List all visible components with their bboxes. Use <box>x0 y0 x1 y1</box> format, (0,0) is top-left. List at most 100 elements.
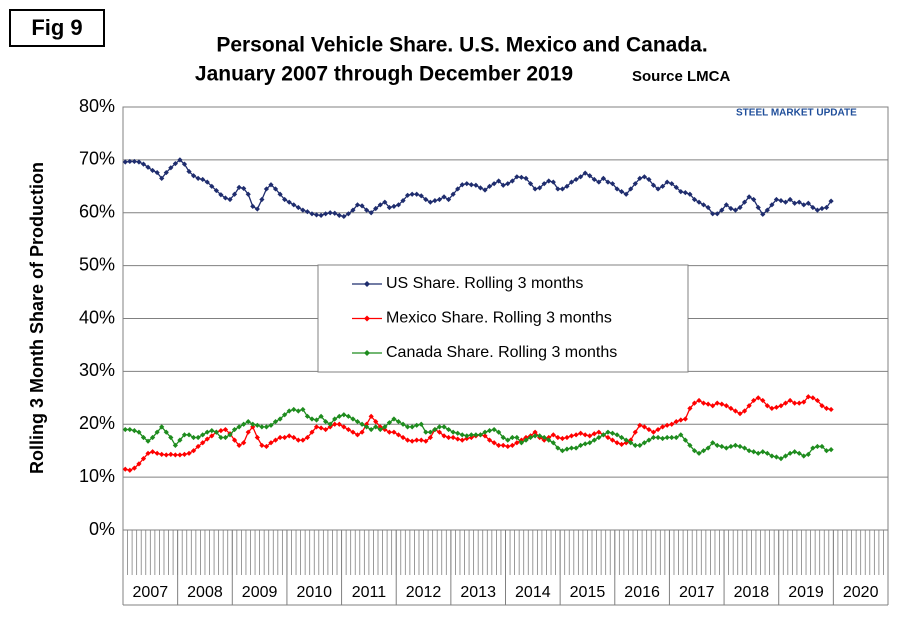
data-point <box>523 175 529 181</box>
legend-label: US Share. Rolling 3 months <box>386 275 583 292</box>
data-point <box>700 400 707 406</box>
data-point <box>181 451 188 457</box>
data-point <box>177 437 183 443</box>
data-point <box>154 169 160 176</box>
data-point <box>687 191 693 197</box>
data-point <box>587 433 593 439</box>
data-point <box>404 192 411 198</box>
data-point <box>200 432 206 438</box>
data-point <box>732 207 739 213</box>
data-point <box>655 186 661 192</box>
data-point <box>414 422 420 428</box>
data-point <box>773 196 780 203</box>
data-point <box>632 429 638 435</box>
data-point <box>377 202 383 208</box>
data-point <box>327 421 333 427</box>
data-point <box>532 429 538 435</box>
x-tick-label: 2007 <box>133 584 169 601</box>
data-point <box>482 429 488 435</box>
data-point <box>591 437 597 443</box>
data-point <box>682 416 688 422</box>
data-point <box>527 434 534 441</box>
data-point <box>596 179 602 185</box>
data-point <box>605 179 611 185</box>
data-point <box>659 435 666 442</box>
data-point <box>268 422 274 428</box>
data-point <box>678 189 684 195</box>
source-note: Source LMCA <box>632 68 731 85</box>
data-point <box>409 191 415 197</box>
data-point <box>696 397 702 404</box>
data-point <box>609 181 616 187</box>
data-point <box>231 191 238 197</box>
data-point <box>227 432 233 438</box>
data-point <box>172 452 178 458</box>
data-point <box>140 456 147 462</box>
data-point <box>122 466 128 472</box>
data-point <box>564 434 570 441</box>
data-point <box>263 443 270 450</box>
data-point <box>486 427 493 434</box>
data-point <box>450 429 456 435</box>
data-point <box>641 440 647 446</box>
data-point <box>190 448 197 454</box>
data-point <box>181 161 188 167</box>
data-point <box>272 419 279 425</box>
data-point <box>514 174 520 180</box>
data-point <box>318 413 324 419</box>
data-point <box>732 408 739 414</box>
data-point <box>382 426 388 433</box>
data-point <box>719 443 725 450</box>
data-point <box>300 437 306 443</box>
data-point <box>318 212 324 218</box>
data-point <box>368 210 374 216</box>
data-point <box>436 196 443 203</box>
data-point <box>605 434 611 441</box>
data-point <box>696 199 702 205</box>
data-point <box>591 431 597 437</box>
data-point <box>541 181 547 187</box>
data-point <box>400 197 406 204</box>
data-point <box>313 417 320 423</box>
data-point <box>482 433 488 439</box>
data-point <box>286 408 292 414</box>
data-point <box>600 175 607 181</box>
data-point <box>204 179 210 185</box>
data-point <box>313 424 320 430</box>
data-point <box>231 426 238 433</box>
data-point <box>764 207 770 213</box>
data-point <box>345 426 352 433</box>
data-point <box>168 451 174 457</box>
data-point <box>186 450 192 456</box>
data-point <box>241 421 247 427</box>
data-point <box>710 403 716 409</box>
data-point <box>318 425 324 431</box>
data-point <box>737 443 743 450</box>
data-point <box>700 202 707 208</box>
data-point <box>596 434 602 441</box>
data-point <box>723 445 729 451</box>
data-point <box>236 184 242 190</box>
data-point <box>619 189 625 195</box>
data-point <box>263 424 270 430</box>
logo: STEEL MARKET UPDATE <box>736 108 857 119</box>
data-point <box>259 442 265 448</box>
data-point <box>350 416 356 422</box>
data-point <box>286 199 292 205</box>
data-point <box>213 187 219 194</box>
data-point <box>140 434 147 441</box>
data-point <box>159 451 165 457</box>
data-point <box>200 176 206 183</box>
data-point <box>741 445 748 451</box>
data-point <box>646 426 652 433</box>
y-tick-label: 0% <box>89 519 115 539</box>
data-point <box>190 173 197 179</box>
data-point <box>760 449 766 455</box>
data-point <box>637 442 643 448</box>
data-point <box>177 157 183 163</box>
data-point <box>623 437 629 443</box>
data-point <box>664 179 670 185</box>
data-point <box>496 429 502 435</box>
